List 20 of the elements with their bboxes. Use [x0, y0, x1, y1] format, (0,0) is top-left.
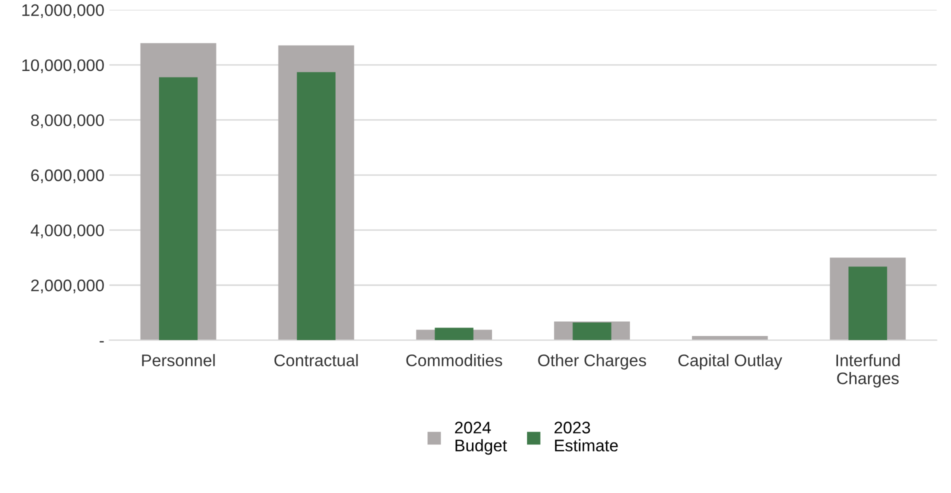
y-tick-label: 4,000,000	[30, 224, 104, 238]
x-tick-label: Contractual	[274, 354, 358, 366]
bar	[572, 322, 612, 340]
legend-label: 2023 Estimate	[554, 422, 618, 452]
x-tick-label: Interfund Charges	[836, 354, 900, 388]
bar	[296, 72, 336, 340]
x-tick-label: Other Charges	[538, 354, 646, 370]
bar	[434, 328, 474, 340]
legend-label: 2024 Budget	[455, 422, 507, 455]
x-tick-label: Personnel	[142, 354, 215, 366]
y-tick-label: 10,000,000	[22, 59, 104, 74]
y-tick-label: 6,000,000	[31, 169, 104, 184]
x-tick-label: Commodities	[406, 354, 502, 366]
y-tick-label: 8,000,000	[31, 114, 104, 128]
bar	[848, 266, 888, 340]
y-tick-label: -	[100, 341, 104, 342]
y-tick-label: 2,000,000	[31, 280, 104, 294]
y-tick-label: 12,000,000	[22, 4, 104, 18]
x-tick-label: Capital Outlay	[678, 354, 782, 370]
bar	[159, 77, 198, 340]
